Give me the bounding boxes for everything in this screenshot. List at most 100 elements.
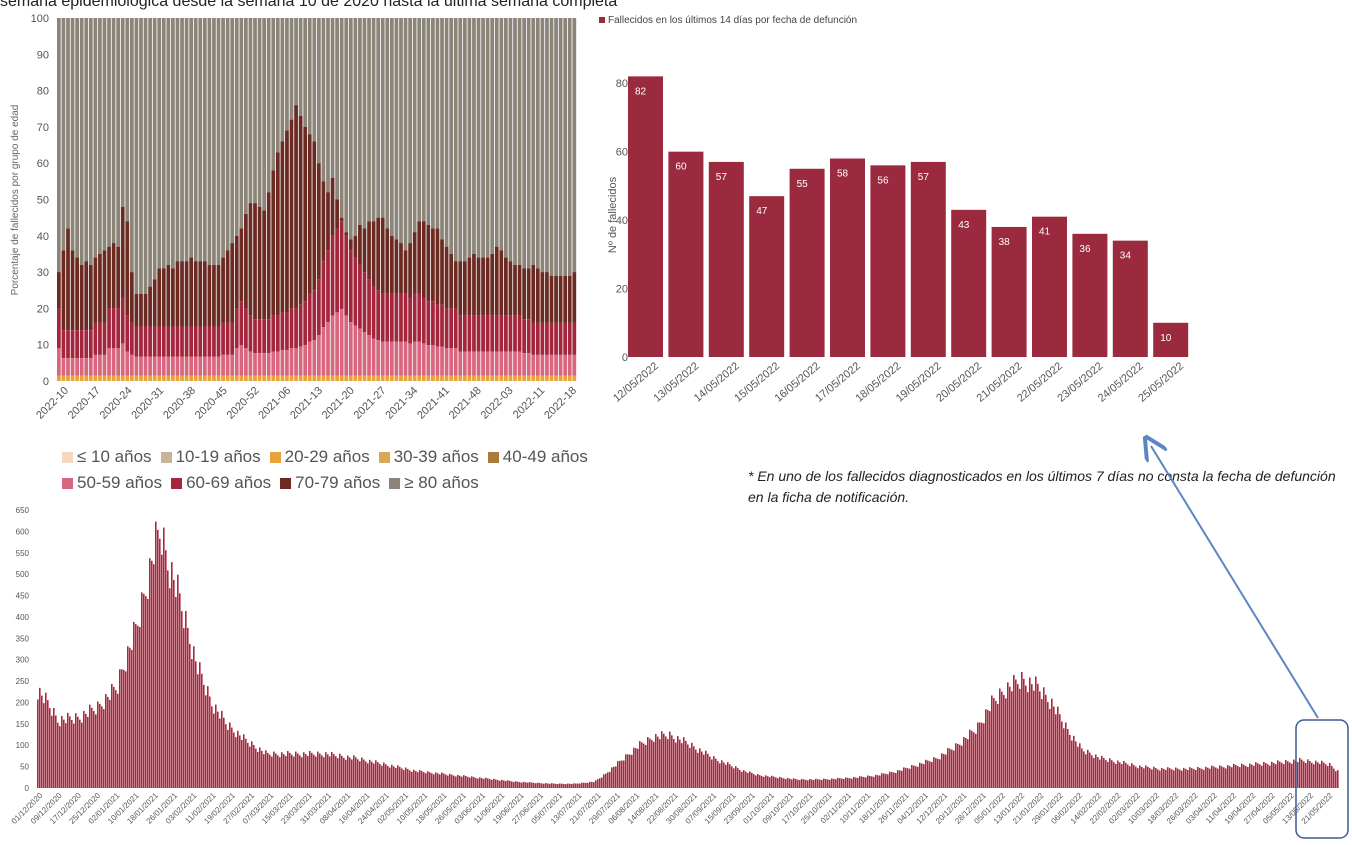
daily-bar: [915, 766, 917, 788]
age-bar-80plus: [330, 18, 335, 178]
age-bar-70-79: [394, 239, 399, 294]
age-bar-70-79: [358, 224, 362, 265]
daily-bar: [763, 776, 765, 788]
age-bar-50-59: [225, 354, 230, 376]
daily-bar: [709, 756, 711, 788]
age-bar-60-69: [567, 322, 572, 355]
daily-bar: [1167, 767, 1169, 788]
daily-bar: [613, 766, 615, 788]
daily-bar: [1073, 735, 1075, 788]
daily-bar: [983, 723, 985, 788]
daily-bar: [823, 778, 825, 788]
daily-bar: [509, 780, 511, 788]
daily-bar: [351, 759, 353, 788]
daily-bar: [99, 703, 101, 788]
daily-bar: [55, 715, 57, 788]
daily-bar: [521, 782, 523, 788]
daily-bar: [155, 521, 157, 788]
age-bar-young: [426, 375, 431, 381]
age-bar-50-59: [239, 345, 244, 376]
age-bar-young: [476, 375, 481, 381]
daily-bar: [67, 712, 69, 788]
daily-bar: [1281, 762, 1283, 788]
daily-bar: [433, 774, 435, 788]
daily-bar: [683, 737, 685, 788]
daily-bar: [347, 755, 349, 788]
daily-bar: [1273, 762, 1275, 788]
daily-bar: [843, 779, 845, 788]
daily-bar: [1213, 766, 1215, 788]
daily-bar: [87, 716, 89, 788]
age-bar-80plus: [266, 18, 271, 193]
daily-bar: [939, 759, 941, 788]
age-bar-young: [412, 375, 417, 381]
daily-bar: [89, 704, 91, 788]
age-bar-70-79: [61, 250, 66, 331]
daily-bar: [345, 759, 347, 788]
age-bar-80plus: [184, 18, 189, 262]
daily-bar: [729, 764, 731, 788]
daily-bar: [1299, 757, 1301, 788]
daily-bar: [117, 693, 119, 788]
daily-bar: [475, 777, 477, 788]
age-legend-swatch: [62, 477, 73, 489]
d14-bar: [1112, 240, 1148, 357]
age-bar-50-59: [494, 351, 499, 376]
daily-bar: [715, 758, 717, 788]
age-bar-80plus: [148, 18, 152, 287]
age-bar-50-59: [412, 341, 417, 376]
daily-bar: [789, 778, 791, 788]
age-bar-50-59: [102, 354, 107, 376]
age-bar-60-69: [458, 315, 463, 352]
age-bar-70-79: [376, 217, 381, 291]
age-bar-70-79: [426, 224, 431, 302]
age-bar-80plus: [294, 18, 298, 106]
daily-bar: [1175, 767, 1177, 788]
age-bar-50-59: [98, 354, 102, 376]
daily-bar: [265, 750, 267, 788]
daily-bar: [845, 777, 847, 788]
age-bar-70-79: [88, 264, 93, 331]
age-bar-50-59: [248, 351, 253, 376]
age-bar-80plus: [139, 18, 143, 294]
age-bar-50-59: [440, 346, 444, 376]
daily-bar: [1271, 761, 1273, 788]
daily-bar: [307, 755, 309, 788]
age-bar-50-59: [198, 356, 203, 376]
age-bar-80plus: [239, 18, 244, 229]
daily-bar: [805, 779, 807, 788]
age-bar-young: [152, 375, 157, 381]
daily-bar: [861, 776, 863, 788]
age-bar-80plus: [362, 18, 367, 229]
daily-bar: [675, 742, 677, 788]
daily-bar: [697, 752, 699, 788]
daily-bar: [869, 775, 871, 788]
age-bar-80plus: [253, 18, 257, 204]
d14-bar-label: 57: [918, 172, 930, 183]
daily-bar: [1275, 764, 1277, 788]
age-bar-young: [494, 375, 499, 381]
d14-bar-label: 47: [756, 206, 768, 217]
daily-bar: [663, 733, 665, 788]
daily-bar: [743, 770, 745, 788]
age-bar-60-69: [148, 326, 152, 357]
daily-bar: [239, 735, 241, 788]
daily-ytick-label: 350: [16, 634, 30, 643]
age-bar-70-79: [462, 261, 467, 316]
daily-bar: [279, 757, 281, 788]
daily-bar: [1043, 687, 1045, 788]
age-bar-young: [394, 375, 399, 381]
daily-bar: [825, 779, 827, 788]
daily-bar: [579, 783, 581, 788]
age-bar-80plus: [70, 18, 75, 251]
daily-bar: [759, 775, 761, 788]
age-bar-80plus: [280, 18, 285, 142]
daily-bar: [961, 745, 963, 788]
daily-bar: [639, 741, 641, 788]
daily-bar: [595, 780, 597, 788]
age-bar-60-69: [421, 297, 426, 344]
age-legend-swatch: [62, 451, 73, 463]
age-bar-70-79: [522, 268, 527, 320]
age-legend-item: 70-79 años: [280, 473, 380, 493]
daily-bar: [1137, 768, 1139, 788]
